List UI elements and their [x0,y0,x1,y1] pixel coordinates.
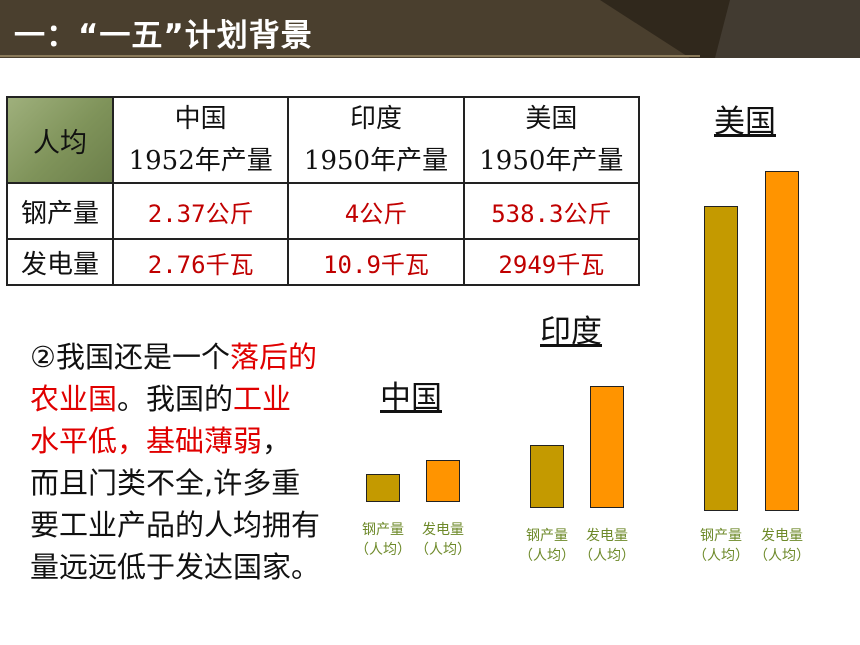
bar-label-line: （人均） [519,548,575,564]
bar-label-line: （人均） [355,542,411,558]
table-cell: 2949千瓦 [462,238,641,286]
bar-label-line: （人均） [754,548,810,564]
table-header-row: 人均 中国 1952年产量 印度 1950年产量 美国 1950年产量 [6,96,641,184]
column-header-usa: 美国 1950年产量 [462,96,641,184]
comparison-table: 人均 中国 1952年产量 印度 1950年产量 美国 1950年产量 钢产量 … [6,96,641,286]
bar-label-steel: 钢产量 （人均） [350,520,416,560]
paragraph-highlight: 工业水平低，基础薄弱 [30,382,292,458]
paragraph-text: 。我国的 [117,382,234,416]
title-banner: 一：“一五”计划背景 [0,0,860,58]
bar-steel [530,445,564,508]
bar-power [590,386,624,508]
chart-group-label-india: 印度 [540,314,602,350]
chart-group-label-china: 中国 [380,380,442,416]
row-label-steel: 钢产量 [6,182,114,240]
bar-label-line: 钢产量 [362,522,404,538]
bar-power [426,460,460,502]
paragraph-highlight: 落后的农业国 [30,340,318,416]
bar-label-line: （人均） [579,548,635,564]
bar-power [765,171,799,511]
bar-label-line: 发电量 [422,522,464,538]
bar-label-steel: 钢产量 （人均） [514,526,580,566]
table-cell: 2.76千瓦 [111,238,290,286]
column-year: 1950年产量 [479,146,624,176]
bar-steel [704,206,738,511]
column-header-china: 中国 1952年产量 [111,96,290,184]
table-cell: 2.37公斤 [111,182,290,240]
paragraph-text: ，而且门类不全,许多重要工业产品的人均拥有量远远低于发达国家。 [30,424,321,584]
column-country: 中国 [174,104,227,134]
bar-label-line: 钢产量 [526,528,568,544]
page-title: 一：“一五”计划背景 [14,18,313,54]
column-country: 印度 [349,104,402,134]
bar-label-line: 发电量 [761,528,803,544]
bar-label-line: （人均） [693,548,749,564]
bar-label-power: 发电量 （人均） [749,526,815,566]
column-year: 1950年产量 [303,146,449,176]
table-row: 发电量 2.76千瓦 10.9千瓦 2949千瓦 [6,238,641,286]
bar-label-line: （人均） [415,542,471,558]
bar-steel [366,474,400,502]
bar-label-power: 发电量 （人均） [410,520,476,560]
table-corner-cell: 人均 [6,96,114,184]
table-cell: 10.9千瓦 [287,238,465,286]
bar-label-line: 钢产量 [700,528,742,544]
banner-shape [0,0,860,58]
table-row: 钢产量 2.37公斤 4公斤 538.3公斤 [6,182,641,240]
row-label-power: 发电量 [6,238,114,286]
bar-label-line: 发电量 [586,528,628,544]
column-country: 美国 [525,104,578,134]
paragraph-text: ②我国还是一个 [30,340,230,374]
table-cell: 538.3公斤 [462,182,641,240]
background-paragraph: ②我国还是一个落后的农业国。我国的工业水平低，基础薄弱，而且门类不全,许多重要工… [30,336,320,588]
column-year: 1952年产量 [128,146,273,176]
table-cell: 4公斤 [287,182,465,240]
column-header-india: 印度 1950年产量 [287,96,465,184]
bar-label-steel: 钢产量 （人均） [688,526,754,566]
bar-label-power: 发电量 （人均） [574,526,640,566]
chart-group-label-usa: 美国 [714,104,776,140]
